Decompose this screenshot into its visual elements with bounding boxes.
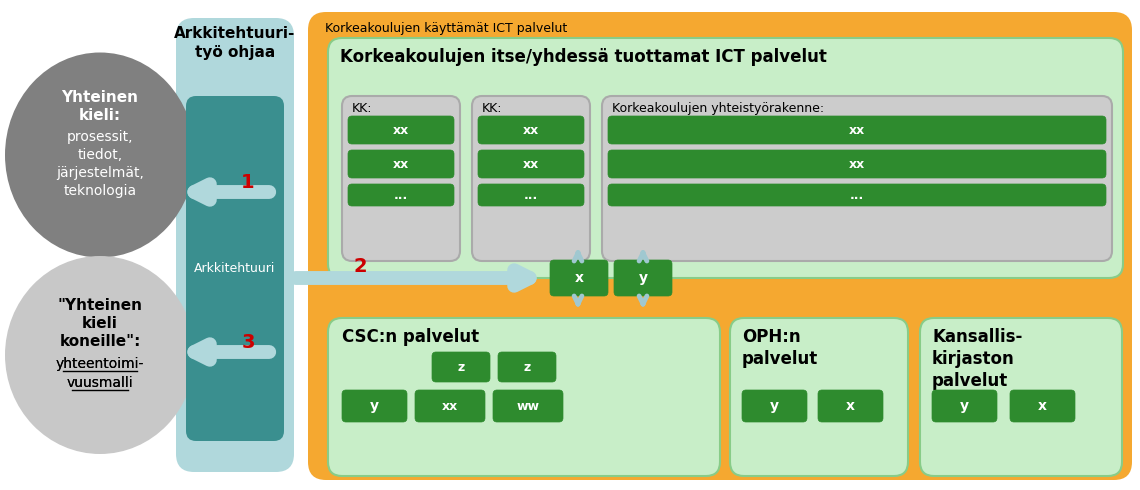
Text: y: y <box>370 399 378 413</box>
Text: 1: 1 <box>242 172 255 192</box>
Text: Korkeakoulujen käyttämät ICT palvelut: Korkeakoulujen käyttämät ICT palvelut <box>325 22 568 35</box>
FancyBboxPatch shape <box>602 96 1112 261</box>
FancyBboxPatch shape <box>742 390 807 422</box>
Text: KK:: KK: <box>352 102 373 115</box>
Text: yhteentoimi-: yhteentoimi- <box>56 357 144 371</box>
Text: teknologia: teknologia <box>64 184 137 198</box>
Text: xx: xx <box>523 123 539 137</box>
Text: xx: xx <box>393 123 409 137</box>
FancyBboxPatch shape <box>1010 390 1075 422</box>
FancyBboxPatch shape <box>308 12 1132 480</box>
FancyBboxPatch shape <box>933 390 998 422</box>
FancyBboxPatch shape <box>498 352 556 382</box>
Text: xx: xx <box>849 123 865 137</box>
Text: ...: ... <box>850 189 864 201</box>
FancyBboxPatch shape <box>608 150 1106 178</box>
Text: Arkkitehtuuri-
työ ohjaa: Arkkitehtuuri- työ ohjaa <box>174 26 295 60</box>
FancyBboxPatch shape <box>730 318 907 476</box>
Text: prosessit,: prosessit, <box>67 130 133 144</box>
Text: ...: ... <box>394 189 408 201</box>
FancyBboxPatch shape <box>549 260 608 296</box>
FancyBboxPatch shape <box>348 184 454 206</box>
Text: OPH:n
palvelut: OPH:n palvelut <box>742 328 819 368</box>
FancyBboxPatch shape <box>608 116 1106 144</box>
FancyBboxPatch shape <box>819 390 884 422</box>
FancyBboxPatch shape <box>415 390 484 422</box>
Text: kieli: kieli <box>82 316 117 331</box>
Text: koneille":: koneille": <box>59 334 140 349</box>
Text: z: z <box>457 361 465 373</box>
FancyBboxPatch shape <box>492 390 563 422</box>
FancyBboxPatch shape <box>328 38 1123 278</box>
Text: ww: ww <box>516 399 539 413</box>
FancyBboxPatch shape <box>342 390 407 422</box>
Text: x: x <box>575 271 584 285</box>
Ellipse shape <box>5 256 195 454</box>
Text: 3: 3 <box>242 333 254 351</box>
Text: vuusmalli: vuusmalli <box>66 376 133 390</box>
Text: Korkeakoulujen yhteistyörakenne:: Korkeakoulujen yhteistyörakenne: <box>612 102 824 115</box>
FancyBboxPatch shape <box>176 18 294 472</box>
FancyBboxPatch shape <box>348 150 454 178</box>
Text: järjestelmät,: järjestelmät, <box>56 166 144 180</box>
Text: x: x <box>1039 399 1047 413</box>
Text: vuusmalli: vuusmalli <box>66 376 133 390</box>
Text: tiedot,: tiedot, <box>78 148 123 162</box>
Text: Arkkitehtuuri: Arkkitehtuuri <box>194 262 276 274</box>
FancyBboxPatch shape <box>432 352 490 382</box>
Text: xx: xx <box>849 157 865 171</box>
Text: y: y <box>960 399 969 413</box>
FancyBboxPatch shape <box>328 318 720 476</box>
FancyBboxPatch shape <box>472 96 591 261</box>
Text: y: y <box>638 271 648 285</box>
Text: kieli:: kieli: <box>79 108 121 123</box>
Text: 2: 2 <box>353 256 367 275</box>
FancyBboxPatch shape <box>478 116 584 144</box>
Text: Yhteinen: Yhteinen <box>62 90 138 105</box>
Text: x: x <box>846 399 855 413</box>
Text: "Yhteinen: "Yhteinen <box>57 298 142 313</box>
FancyBboxPatch shape <box>348 116 454 144</box>
FancyBboxPatch shape <box>342 96 461 261</box>
Text: yhteentoimi-: yhteentoimi- <box>56 357 144 371</box>
Text: Kansallis-
kirjaston
palvelut: Kansallis- kirjaston palvelut <box>933 328 1023 391</box>
FancyBboxPatch shape <box>608 184 1106 206</box>
Text: ...: ... <box>524 189 538 201</box>
FancyBboxPatch shape <box>186 96 284 441</box>
Text: y: y <box>770 399 779 413</box>
Text: KK:: KK: <box>482 102 503 115</box>
Text: xx: xx <box>442 399 458 413</box>
Text: xx: xx <box>393 157 409 171</box>
Text: xx: xx <box>523 157 539 171</box>
FancyBboxPatch shape <box>478 184 584 206</box>
Text: z: z <box>523 361 530 373</box>
Ellipse shape <box>5 52 195 258</box>
Text: CSC:n palvelut: CSC:n palvelut <box>342 328 479 346</box>
FancyBboxPatch shape <box>920 318 1122 476</box>
Text: Korkeakoulujen itse/yhdessä tuottamat ICT palvelut: Korkeakoulujen itse/yhdessä tuottamat IC… <box>340 48 826 66</box>
FancyBboxPatch shape <box>478 150 584 178</box>
FancyBboxPatch shape <box>614 260 671 296</box>
